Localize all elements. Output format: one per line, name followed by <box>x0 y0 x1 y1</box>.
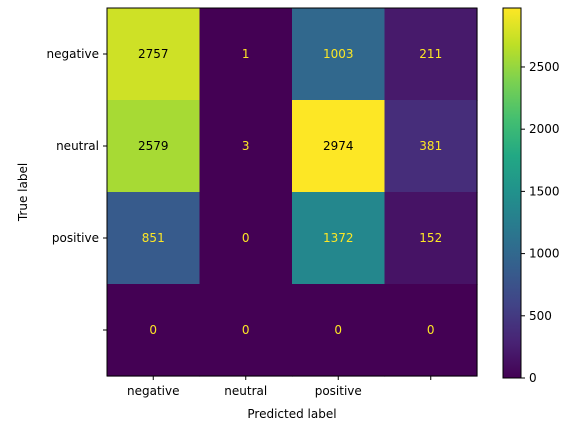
heatmap-cell <box>107 100 201 193</box>
cell-value-label: 851 <box>142 231 165 245</box>
heatmap-cell <box>384 8 478 101</box>
heatmap-cell <box>292 100 386 193</box>
y-tick-label: neutral <box>56 139 99 153</box>
heatmap-cell <box>199 8 293 101</box>
y-tick-label: negative <box>47 47 99 61</box>
cell-value-label: 1372 <box>323 231 354 245</box>
colorbar-tick-label: 500 <box>529 309 552 323</box>
heatmap-cell <box>199 192 293 285</box>
cell-value-label: 1 <box>242 47 250 61</box>
heatmap-cell <box>292 8 386 101</box>
colorbar-tick-label: 1000 <box>529 247 560 261</box>
heatmap-cell <box>384 284 478 377</box>
cell-value-label: 0 <box>242 323 250 337</box>
heatmap-cell <box>107 192 201 285</box>
y-axis-label: True label <box>16 163 30 222</box>
colorbar-frame <box>502 7 522 379</box>
cell-value-label: 211 <box>419 47 442 61</box>
colorbar-tick-label: 1500 <box>529 184 560 198</box>
colorbar-tick-label: 0 <box>529 371 537 385</box>
x-axis-ticks: negative neutral positive <box>127 376 432 398</box>
colorbar-tick-label: 2000 <box>529 122 560 136</box>
colorbar-ticks: 0 500 1000 1500 2000 2500 <box>521 60 560 385</box>
cell-value-label: 0 <box>427 323 435 337</box>
cell-value-label: 0 <box>334 323 342 337</box>
cell-value-label: 2974 <box>323 139 354 153</box>
x-tick-label: neutral <box>224 384 267 398</box>
heatmap-cell <box>384 192 478 285</box>
cell-value-label: 152 <box>419 231 442 245</box>
x-tick-label: positive <box>315 384 362 398</box>
cell-value-label: 2757 <box>138 47 169 61</box>
heatmap-cell <box>107 284 201 377</box>
heatmap-cell <box>384 100 478 193</box>
cell-value-label: 0 <box>149 323 157 337</box>
colorbar <box>503 8 521 378</box>
x-axis-label: Predicted label <box>247 407 336 421</box>
cell-value-label: 381 <box>419 139 442 153</box>
cell-value-label: 0 <box>242 231 250 245</box>
heatmap-cell <box>292 284 386 377</box>
y-axis-ticks: negative neutral positive <box>47 47 107 331</box>
heatmap-cell <box>199 100 293 193</box>
y-tick-label: positive <box>52 231 99 245</box>
heatmap-cell <box>292 192 386 285</box>
heatmap-cell-labels: 2757 1 1003 211 2579 3 2974 381 851 0 1372 152 0 0 0 0 <box>138 47 442 337</box>
plot-frame <box>106 7 478 377</box>
cell-value-label: 3 <box>242 139 250 153</box>
heatmap-cells <box>107 8 478 377</box>
colorbar-tick-label: 2500 <box>529 60 560 74</box>
cell-value-label: 1003 <box>323 47 354 61</box>
heatmap-cell <box>107 8 201 101</box>
x-tick-label: negative <box>127 384 179 398</box>
heatmap-cell <box>199 284 293 377</box>
cell-value-label: 2579 <box>138 139 169 153</box>
